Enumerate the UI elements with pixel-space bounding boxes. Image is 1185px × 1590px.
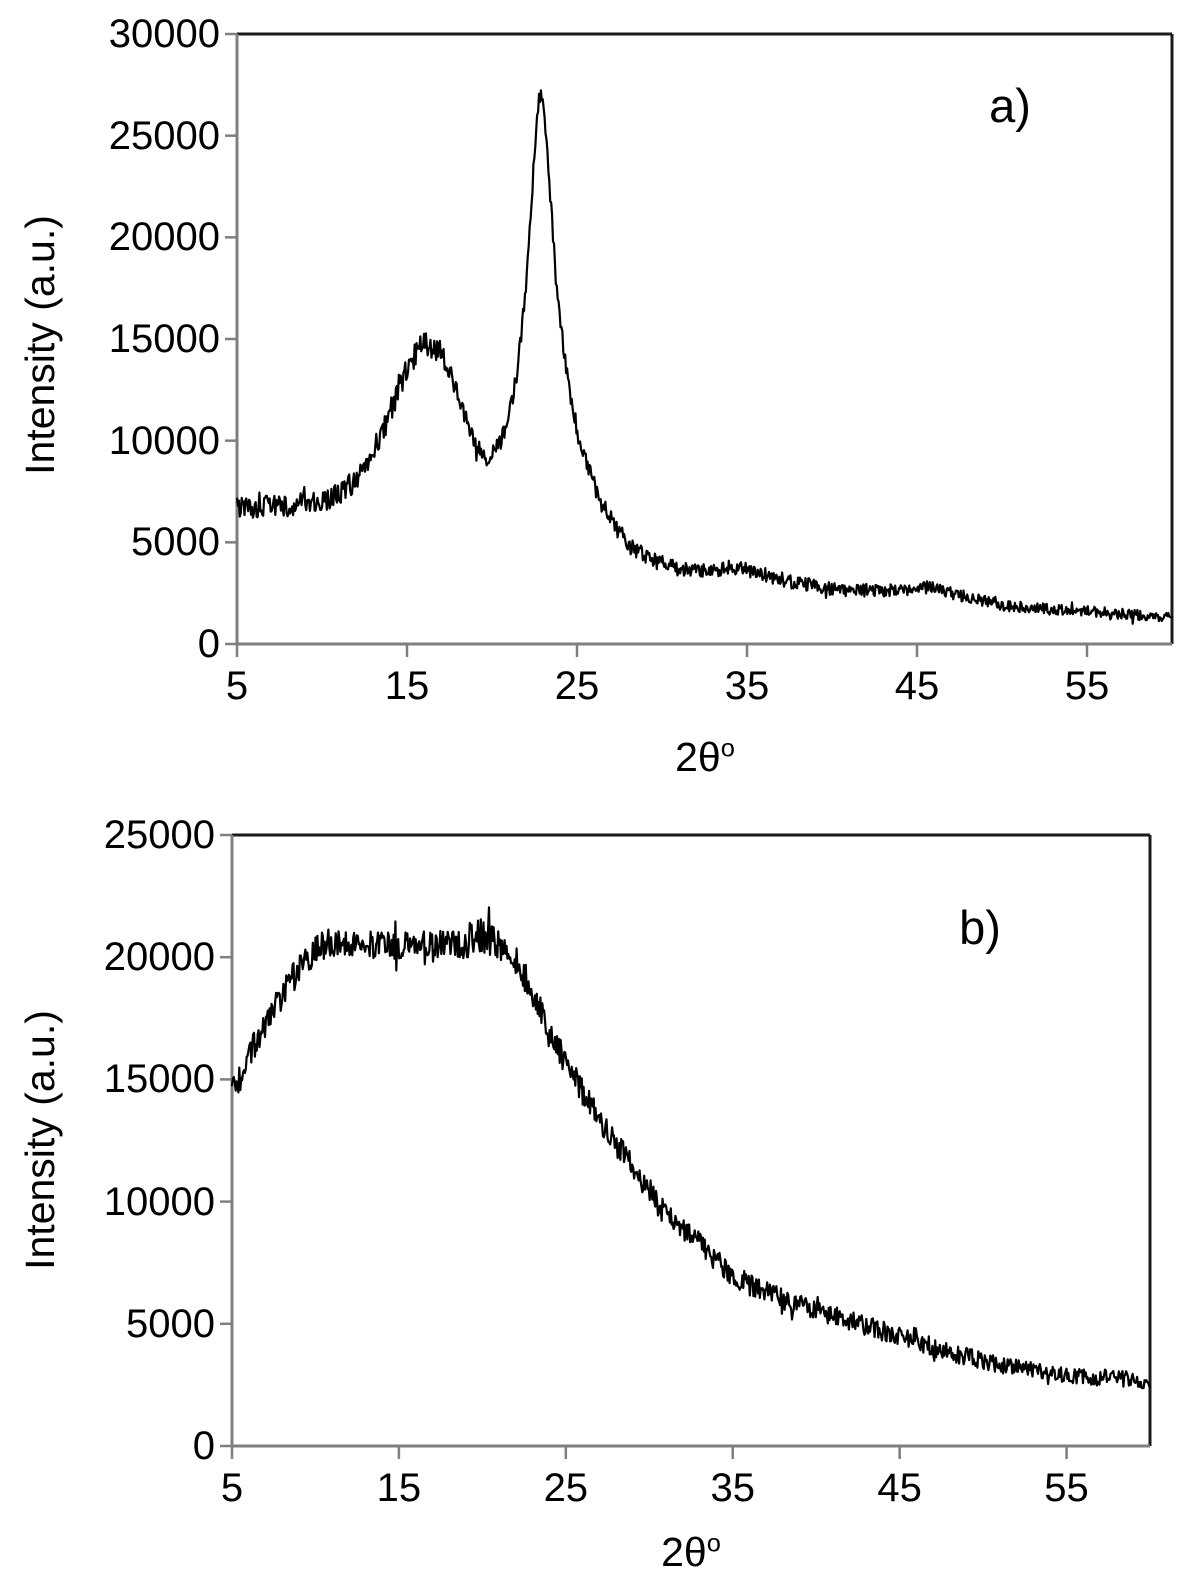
x-axis-title-superscript-a: o: [720, 734, 735, 763]
y-tick-label: 30000: [108, 12, 220, 56]
x-axis-title-text-b: 2θ: [661, 1529, 707, 1575]
x-tick-label: 15: [384, 664, 430, 708]
x-axis-title-b: 2θo: [591, 1528, 791, 1576]
x-axis-title-a: 2θo: [605, 733, 805, 781]
x-axis-title-text-a: 2θ: [675, 734, 721, 780]
panel-label-a: a): [989, 79, 1031, 132]
x-tick-label: 45: [894, 664, 940, 708]
y-tick-label: 0: [192, 1424, 215, 1468]
y-tick-label: 20000: [103, 935, 215, 980]
y-tick-label: 15000: [103, 1057, 215, 1102]
xrd-intensity-curve: [230, 906, 1152, 1390]
x-tick-label: 55: [1044, 1466, 1089, 1510]
x-tick-label: 45: [877, 1466, 922, 1510]
y-tick-label: 25000: [103, 813, 215, 857]
x-tick-label: 15: [376, 1466, 422, 1510]
x-tick-label: 5: [220, 1466, 244, 1510]
x-axis-title-superscript-b: o: [706, 1529, 721, 1558]
plot-area-b: [220, 833, 1152, 1459]
y-tick-label: 10000: [103, 1179, 215, 1224]
xrd-chart-b: [220, 833, 1152, 1459]
x-tick-label: 35: [724, 664, 770, 708]
x-tick-label: 25: [554, 664, 600, 708]
y-tick-label: 15000: [108, 317, 220, 361]
y-tick-label: 5000: [131, 520, 220, 565]
x-tick-label: 55: [1064, 664, 1110, 708]
panel-label-b: b): [959, 901, 1001, 954]
y-tick-label: 25000: [108, 113, 220, 158]
y-tick-label: 0: [197, 622, 220, 666]
x-tick-label: 5: [225, 664, 249, 708]
plot-area-a: [225, 32, 1174, 657]
y-axis-title-b: Intensity (a.u.): [17, 1010, 63, 1270]
xrd-intensity-curve: [235, 89, 1173, 625]
y-tick-label: 5000: [126, 1301, 215, 1346]
xrd-chart-a: [225, 32, 1174, 657]
y-tick-label: 20000: [108, 215, 220, 260]
x-tick-label: 25: [543, 1466, 589, 1510]
x-tick-label: 35: [710, 1466, 755, 1510]
y-tick-label: 10000: [108, 418, 220, 463]
